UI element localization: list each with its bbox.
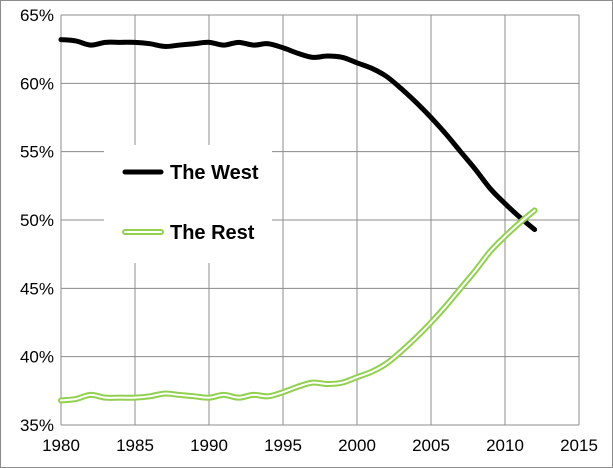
y-tick-label: 35% — [20, 416, 54, 435]
legend-label: The West — [170, 162, 259, 184]
y-tick-label: 65% — [20, 6, 54, 25]
legend: The West The Rest — [104, 145, 272, 263]
axes: 35% 40% 45% 50% 55% 60% 65% 1980 1985 1990 1995 200… — [20, 6, 598, 455]
y-tick-label: 40% — [20, 348, 54, 367]
x-tick-label: 2005 — [412, 436, 450, 455]
y-tick-label: 45% — [20, 279, 54, 298]
x-tick-label: 1985 — [116, 436, 154, 455]
legend-label: The Rest — [170, 222, 255, 244]
series-line — [58, 37, 538, 233]
series-the-west — [58, 37, 538, 233]
legend-item: The Rest — [122, 222, 255, 244]
y-tick-label: 55% — [20, 143, 54, 162]
legend-box — [104, 145, 272, 263]
x-tick-label: 2015 — [560, 436, 598, 455]
y-tick-label: 50% — [20, 211, 54, 230]
x-tick-label: 1995 — [264, 436, 302, 455]
legend-item: The West — [122, 162, 259, 184]
series-line-inner — [60, 209, 536, 402]
x-tick-label: 1980 — [42, 436, 80, 455]
x-tick-label: 2010 — [486, 436, 524, 455]
x-tick-label: 1990 — [190, 436, 228, 455]
y-tick-label: 60% — [20, 74, 54, 93]
x-tick-label: 2000 — [338, 436, 376, 455]
series — [58, 37, 538, 404]
series-the-rest — [58, 207, 538, 404]
